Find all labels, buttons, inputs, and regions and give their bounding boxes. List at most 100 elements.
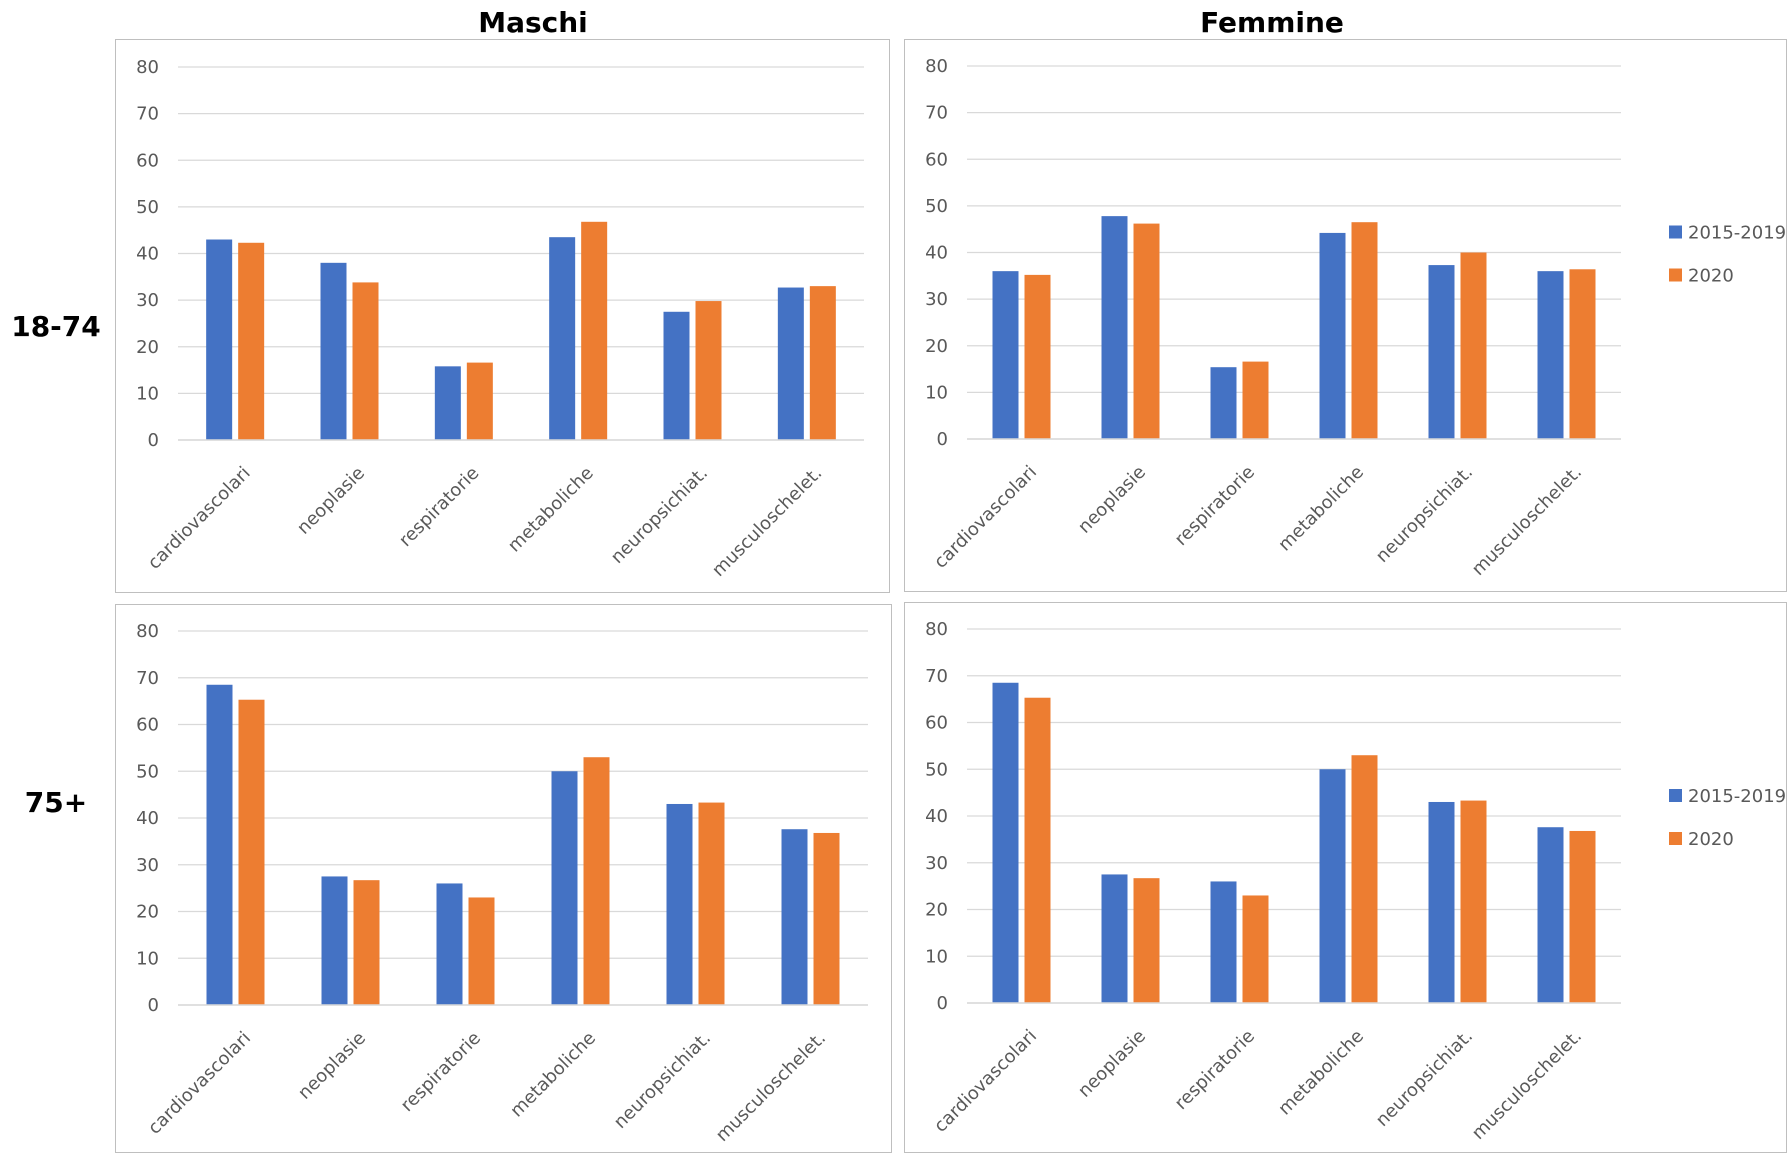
y-tick-label: 70: [136, 104, 159, 125]
bar: [1351, 755, 1378, 1003]
category-label: cardiovascolari: [144, 1028, 255, 1139]
bar: [551, 771, 578, 1005]
bar: [666, 803, 693, 1005]
category-label: respiratorie: [1171, 1026, 1259, 1114]
bar: [1101, 216, 1128, 439]
y-tick-label: 20: [925, 336, 948, 357]
bar: [1024, 697, 1051, 1003]
bar: [1351, 222, 1378, 439]
bar: [352, 282, 379, 440]
bar: [695, 301, 722, 440]
bar: [1242, 361, 1269, 439]
bar: [1537, 271, 1564, 439]
category-label: cardiovascolari: [930, 462, 1041, 573]
chart-panel-18-74-femmine: 0 10 20 30 40 50 60 70 80 cardiovascolari neoplasi…: [904, 39, 1787, 592]
legend-swatch: [1669, 832, 1682, 845]
bar: [1133, 878, 1160, 1003]
category-label: musculoschelet.: [708, 463, 826, 581]
bar: [321, 876, 348, 1005]
category-label: metaboliche: [504, 463, 598, 557]
column-title-maschi: Maschi: [478, 6, 588, 39]
bar: [466, 362, 493, 440]
chart-svg: 0 10 20 30 40 50 60 70 80 cardiovascolari neoplasi…: [136, 621, 868, 1146]
y-tick-label: 60: [136, 150, 159, 171]
y-tick-label: 0: [148, 995, 159, 1016]
bar: [353, 880, 380, 1005]
bar: [813, 832, 840, 1005]
bar: [468, 897, 495, 1005]
y-tick-label: 80: [925, 56, 948, 77]
y-tick-label: 60: [136, 715, 159, 736]
y-tick-label: 20: [925, 900, 948, 921]
category-label: musculoschelet.: [1468, 462, 1586, 580]
y-tick-label: 40: [925, 806, 948, 827]
y-tick-label: 30: [925, 853, 948, 874]
y-tick-label: 70: [136, 668, 159, 689]
bar: [777, 287, 804, 440]
legend-label: 2015-2019: [1688, 786, 1786, 807]
bar: [206, 684, 233, 1005]
y-tick-label: 0: [148, 430, 159, 451]
y-tick-label: 60: [925, 713, 948, 734]
bar: [238, 242, 265, 440]
bar: [698, 802, 725, 1005]
y-tick-label: 10: [136, 948, 159, 969]
legend-label: 2015-2019: [1688, 223, 1786, 244]
category-label: respiratorie: [395, 463, 483, 551]
y-tick-label: 30: [136, 855, 159, 876]
chart-svg: 0 10 20 30 40 50 60 70 80 cardiovascolari neoplasi…: [925, 56, 1786, 580]
y-tick-label: 40: [136, 808, 159, 829]
category-label: respiratorie: [397, 1028, 485, 1116]
bar: [1242, 895, 1269, 1003]
bar: [238, 699, 265, 1005]
y-tick-label: 50: [925, 196, 948, 217]
category-label: musculoschelet.: [1468, 1026, 1586, 1144]
bar: [1210, 881, 1237, 1003]
bar: [436, 883, 463, 1005]
y-tick-label: 60: [925, 149, 948, 170]
bar: [320, 262, 347, 440]
chart-svg: 0 10 20 30 40 50 60 70 80 cardiovascolari neoplasi…: [925, 619, 1786, 1144]
chart-panel-75plus-maschi: 0 10 20 30 40 50 60 70 80 cardiovascolari neoplasi…: [115, 604, 892, 1153]
bar: [1569, 830, 1596, 1003]
legend-swatch: [1669, 268, 1682, 282]
category-label: neuropsichiat.: [1372, 1026, 1477, 1131]
legend-swatch: [1669, 789, 1682, 802]
bar: [583, 757, 610, 1005]
column-title-femmine: Femmine: [1200, 6, 1344, 39]
y-tick-label: 0: [937, 993, 948, 1014]
category-label: metaboliche: [506, 1028, 600, 1122]
category-label: cardiovascolari: [144, 463, 255, 574]
y-tick-label: 30: [925, 289, 948, 310]
bar: [1428, 265, 1455, 439]
bar: [663, 311, 690, 440]
bar: [781, 829, 808, 1005]
category-label: neoplasie: [1074, 1026, 1150, 1102]
y-tick-label: 20: [136, 902, 159, 923]
bar: [434, 366, 461, 440]
row-title-75plus: 75+: [24, 786, 88, 819]
y-tick-label: 30: [136, 290, 159, 311]
bar: [581, 221, 608, 440]
category-label: musculoschelet.: [712, 1028, 830, 1146]
y-tick-label: 10: [925, 382, 948, 403]
bar: [1319, 232, 1346, 439]
bar: [1319, 769, 1346, 1003]
y-tick-label: 40: [925, 243, 948, 264]
bar: [992, 271, 1019, 439]
y-tick-label: 80: [136, 57, 159, 78]
y-tick-label: 10: [925, 946, 948, 967]
legend-swatch: [1669, 225, 1682, 239]
bar: [1024, 274, 1051, 439]
category-label: respiratorie: [1171, 462, 1259, 550]
category-label: neoplasie: [1074, 462, 1150, 538]
category-label: cardiovascolari: [930, 1026, 1041, 1137]
y-tick-label: 70: [925, 103, 948, 124]
y-tick-label: 50: [136, 761, 159, 782]
bar: [809, 286, 836, 440]
y-tick-label: 80: [925, 619, 948, 640]
legend-label: 2020: [1688, 829, 1734, 850]
bar: [1460, 800, 1487, 1003]
legend-label: 2020: [1688, 266, 1734, 287]
bar: [549, 237, 576, 440]
